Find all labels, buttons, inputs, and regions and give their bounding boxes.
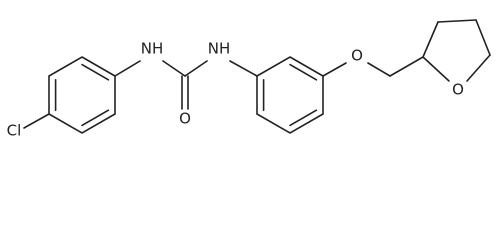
atom-label: O [452,81,464,99]
bond [162,60,186,77]
bond [389,56,424,77]
bond [23,113,50,129]
double-bond [289,109,318,127]
benzene-ring [256,56,324,134]
atom-label: O [179,110,191,128]
bond [422,21,439,58]
atom-label: NH [141,40,164,58]
atom-label: O [351,47,363,65]
double-bond [289,63,318,81]
atom-label: Cl [7,122,22,140]
bond [322,62,347,77]
bond [367,62,391,77]
bond [229,60,258,77]
bond [422,56,450,82]
double-bond [81,63,110,81]
benzene-ring [48,56,116,134]
structure-diagram: Cl NH O NH O O [7,19,491,140]
bond [437,19,477,23]
bond [475,19,491,56]
bond [184,60,208,77]
atom-label: NH [208,40,231,58]
double-bond [81,109,110,127]
bond [466,54,491,82]
bond [114,60,141,77]
